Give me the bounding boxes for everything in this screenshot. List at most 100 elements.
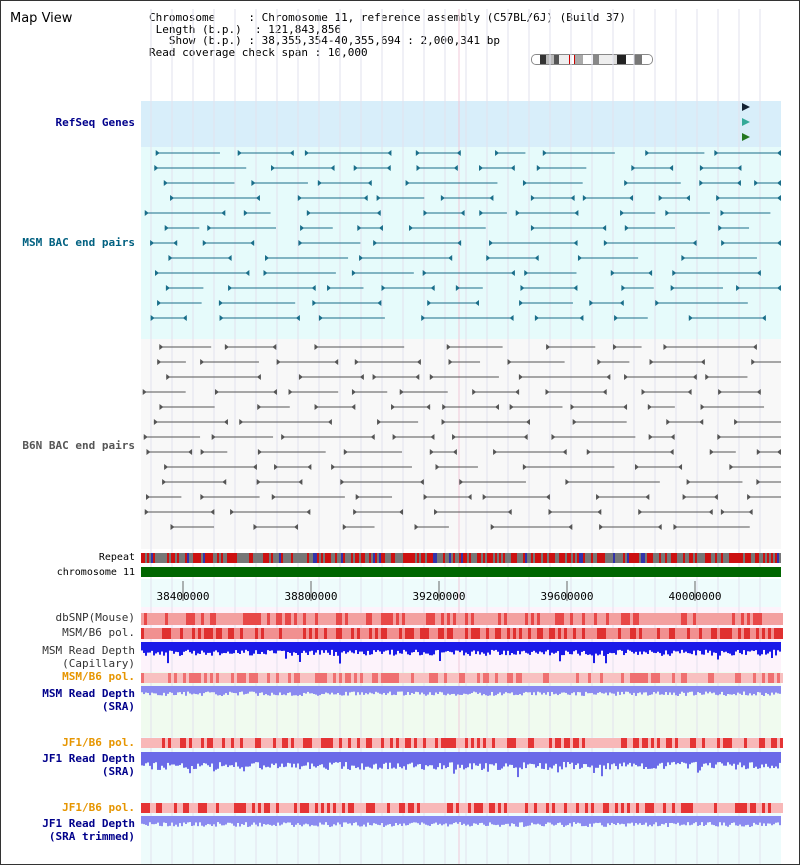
depth-bar — [281, 686, 283, 696]
heat-mark — [732, 613, 735, 625]
depth-bar — [567, 816, 569, 825]
depth-bar — [655, 686, 657, 694]
depth-bar — [309, 816, 311, 827]
repeat-mark — [165, 553, 167, 563]
repeat-mark — [315, 553, 317, 563]
depth-bar — [207, 752, 209, 766]
repeat-mark — [181, 553, 183, 563]
depth-bar — [493, 642, 495, 651]
track-label-jf1-pol[interactable]: JF1/B6 pol. — [62, 736, 135, 749]
heat-mark — [612, 673, 615, 683]
repeat-mark — [591, 553, 593, 563]
depth-bar — [581, 816, 583, 827]
track-label-jf1-depth-trimmed[interactable]: JF1 Read Depth (SRA trimmed) — [1, 817, 135, 843]
track-label-refseq[interactable]: RefSeq Genes — [55, 116, 135, 129]
bac-end — [603, 240, 608, 246]
depth-bar — [523, 642, 525, 651]
depth-bar — [163, 642, 165, 656]
heat-mark — [276, 673, 279, 683]
depth-bar — [231, 642, 233, 654]
depth-bar — [391, 816, 393, 827]
depth-bar — [651, 816, 653, 827]
repeat-mark — [695, 553, 697, 563]
track-label-msm-b6-pol-sra[interactable]: MSM/B6 pol. — [62, 670, 135, 683]
depth-bar — [349, 816, 351, 824]
heat-mark — [204, 803, 207, 813]
depth-bar — [413, 752, 415, 768]
track-label-msm-depth-capillary[interactable]: MSM Read Depth (Capillary) — [1, 644, 135, 670]
depth-bar — [643, 816, 645, 825]
depth-bar — [463, 752, 465, 770]
track-label-msm-depth-sra[interactable]: MSM Read Depth (SRA) — [1, 687, 135, 713]
repeat-mark — [363, 553, 365, 563]
heat-mark — [414, 738, 417, 748]
depth-bar — [693, 752, 695, 763]
depth-bar — [725, 752, 727, 766]
bac-end — [219, 315, 224, 321]
depth-bar — [439, 816, 441, 824]
depth-bar — [145, 642, 147, 656]
repeat-mark — [499, 553, 501, 563]
heat-mark — [450, 738, 453, 748]
depth-bar — [529, 642, 531, 655]
bac-end — [265, 255, 270, 261]
depth-bar — [609, 816, 611, 826]
depth-bar — [667, 686, 669, 695]
repeat-mark — [617, 553, 619, 563]
repeat-mark — [281, 553, 283, 563]
heat-mark — [240, 628, 243, 639]
heat-mark — [630, 738, 633, 748]
heat-mark — [306, 613, 309, 625]
bac-end — [673, 524, 678, 530]
repeat-mark — [237, 553, 239, 563]
heat-mark — [384, 628, 387, 639]
depth-bar — [539, 686, 541, 693]
depth-bar — [741, 816, 743, 827]
track-label-b6n-bac[interactable]: B6N BAC end pairs — [22, 439, 135, 452]
heat-mark — [702, 738, 705, 748]
repeat-mark — [301, 553, 303, 563]
depth-bar — [719, 752, 721, 763]
heat-mark — [240, 673, 243, 683]
heat-mark — [564, 738, 567, 748]
heat-mark — [465, 738, 468, 748]
heat-mark — [366, 628, 369, 639]
heat-mark — [213, 628, 216, 639]
depth-bar — [449, 686, 451, 695]
heat-mark — [399, 613, 402, 625]
depth-bar — [297, 816, 299, 824]
heat-mark — [711, 673, 714, 683]
track-label-msm-bac[interactable]: MSM BAC end pairs — [22, 236, 135, 249]
heat-mark — [558, 738, 561, 748]
repeat-mark — [687, 553, 689, 563]
heat-mark — [666, 738, 669, 748]
bac-end — [482, 494, 487, 500]
bac-end — [495, 150, 500, 156]
heat-mark — [297, 738, 300, 748]
heat-mark — [714, 738, 717, 748]
region-selector[interactable] — [569, 55, 575, 64]
heat-mark — [243, 673, 246, 683]
repeat-mark — [575, 553, 577, 563]
heat-mark — [774, 613, 777, 625]
track-label-msm-b6-pol[interactable]: MSM/B6 pol. — [62, 626, 135, 639]
heat-mark — [150, 613, 153, 625]
depth-bar — [231, 686, 233, 693]
track-label-dbsnp[interactable]: dbSNP(Mouse) — [55, 611, 135, 624]
heat-mark — [681, 738, 684, 748]
depth-bar — [533, 752, 535, 765]
heat-mark — [588, 738, 591, 748]
repeat-mark — [679, 553, 681, 563]
heat-mark — [420, 803, 423, 813]
repeat-mark — [547, 553, 549, 563]
depth-bar — [679, 752, 681, 765]
heat-mark — [228, 673, 231, 683]
heat-mark — [552, 803, 555, 813]
bac-end — [276, 359, 281, 365]
axis-tick-label: 40000000 — [669, 590, 722, 603]
heat-mark — [519, 803, 522, 813]
track-label-jf1-depth[interactable]: JF1 Read Depth (SRA) — [1, 752, 135, 778]
track-label-jf1-pol-trimmed[interactable]: JF1/B6 pol. — [62, 801, 135, 814]
heat-mark — [423, 628, 426, 639]
